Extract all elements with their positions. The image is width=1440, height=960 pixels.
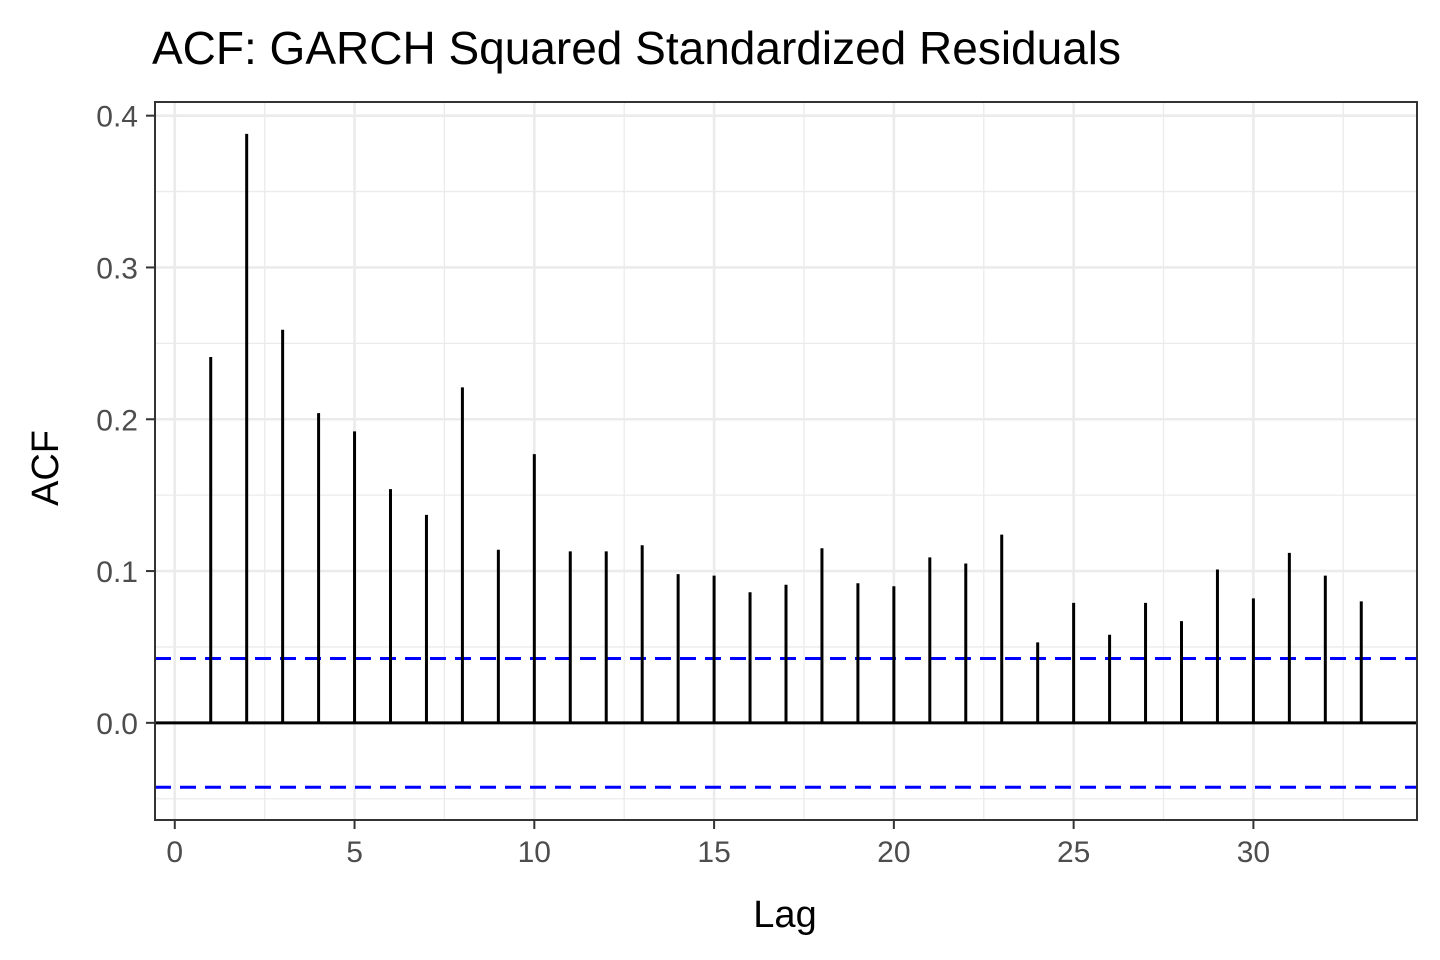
x-tick-label: 0 [166, 836, 183, 869]
axes: 0 5 10 15 20 25 30 0.0 0.1 0.2 0.3 0.4 [96, 101, 1270, 869]
chart-title: ACF: GARCH Squared Standardized Residual… [152, 22, 1121, 74]
y-tick-label: 0.1 [96, 556, 138, 589]
x-tick-label: 10 [518, 836, 551, 869]
x-tick-label: 20 [877, 836, 910, 869]
panel-border [154, 101, 1418, 821]
y-tick-label: 0.2 [96, 404, 138, 437]
x-tick-label: 5 [346, 836, 363, 869]
x-tick-label: 15 [697, 836, 730, 869]
acf-stems [209, 133, 1363, 723]
y-tick-label: 0.3 [96, 252, 138, 285]
x-tick-label: 30 [1237, 836, 1270, 869]
x-axis-title: Lag [753, 894, 816, 936]
y-tick-label: 0.4 [96, 101, 138, 134]
y-tick-label: 0.0 [96, 708, 138, 741]
x-tick-label: 25 [1057, 836, 1090, 869]
y-axis-title: ACF [25, 430, 67, 506]
